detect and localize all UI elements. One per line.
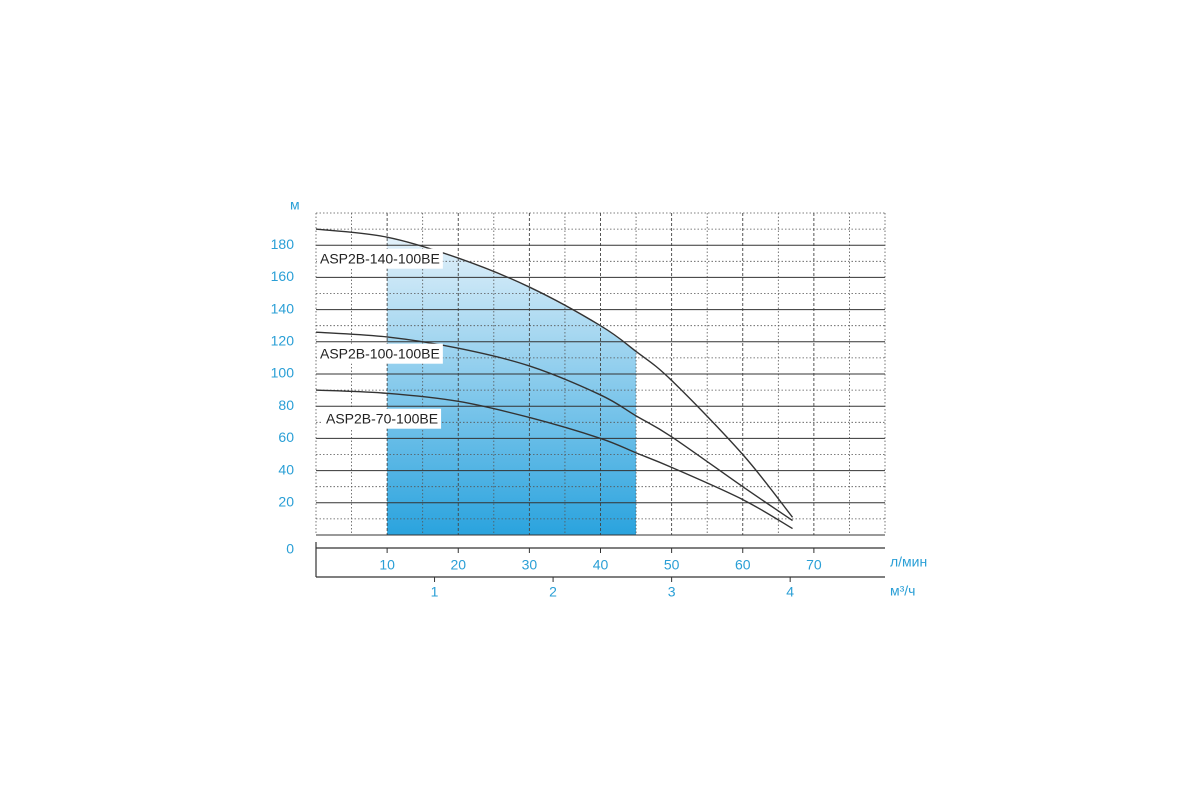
y-tick-label: 60 <box>278 429 294 445</box>
y-tick-label: 40 <box>278 461 294 477</box>
x2-unit: м³/ч <box>890 583 915 599</box>
x-tick-label: 60 <box>735 557 751 573</box>
y-tick-label: 20 <box>278 494 294 510</box>
y-unit: м <box>290 197 300 213</box>
y-tick-label: 0 <box>286 541 294 557</box>
series-label: ASP2B-100-100BE <box>320 346 440 362</box>
y-tick-label: 160 <box>271 268 295 284</box>
y-tick-label: 120 <box>271 333 295 349</box>
x-tick-label: 20 <box>450 557 466 573</box>
x-unit: л/мин <box>890 554 927 570</box>
x-tick-label: 70 <box>806 557 822 573</box>
series-label: ASP2B-140-100BE <box>320 251 440 267</box>
series-label-bg <box>317 248 443 269</box>
curve <box>315 228 794 518</box>
x2-tick-label: 1 <box>431 584 439 600</box>
curve <box>315 331 793 522</box>
x2-tick-label: 4 <box>786 584 794 600</box>
x-tick-label: 40 <box>593 557 609 573</box>
x2-tick-label: 2 <box>549 584 557 600</box>
series-label-bg <box>323 408 442 429</box>
x-tick-label: 30 <box>522 557 538 573</box>
y-tick-label: 100 <box>271 365 295 381</box>
series-label: ASP2B-70-100BE <box>326 411 438 427</box>
curve <box>315 389 793 530</box>
y-tick-label: 180 <box>271 236 295 252</box>
y-tick-label: 140 <box>271 300 295 316</box>
x2-tick-label: 3 <box>668 584 676 600</box>
series-label-bg <box>317 343 443 364</box>
shaded-range <box>387 237 637 535</box>
y-tick-label: 80 <box>278 397 294 413</box>
x-tick-label: 10 <box>379 557 395 573</box>
x-tick-label: 50 <box>664 557 680 573</box>
